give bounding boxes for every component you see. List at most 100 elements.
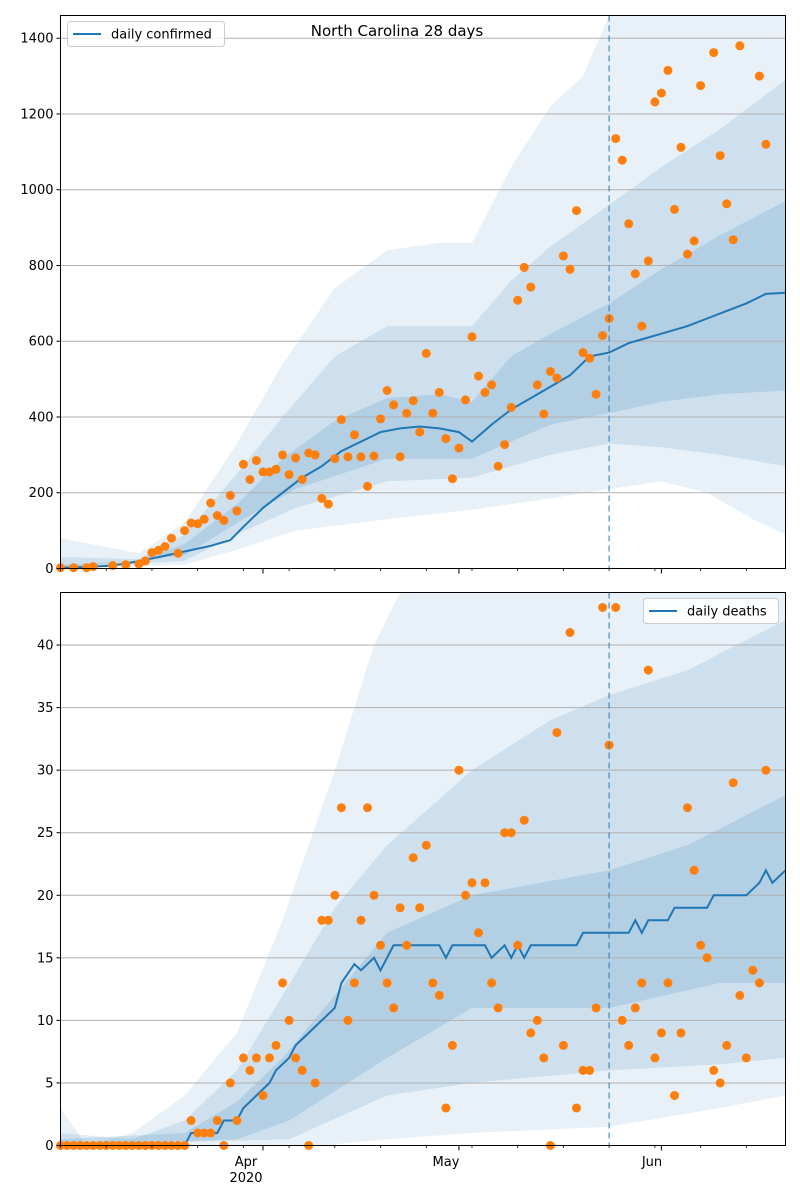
observed-point <box>389 1003 399 1013</box>
observed-point <box>180 526 190 536</box>
y-tick-label: 30 <box>37 764 54 779</box>
x-year-label: 2020 <box>229 1171 262 1186</box>
observed-point <box>421 840 431 850</box>
observed-point <box>389 400 399 410</box>
observed-point <box>643 665 653 675</box>
observed-point <box>578 348 588 358</box>
observed-point <box>428 978 438 988</box>
observed-point <box>349 978 359 988</box>
deaths-legend: daily deaths <box>643 598 779 624</box>
observed-point <box>154 545 163 555</box>
observed-point <box>643 256 653 266</box>
observed-point <box>421 348 431 358</box>
observed-point <box>212 1116 222 1125</box>
observed-point <box>513 295 523 305</box>
observed-point <box>558 1040 568 1050</box>
observed-point <box>709 1065 719 1075</box>
observed-point <box>238 459 248 469</box>
observed-point <box>676 1028 686 1038</box>
observed-point <box>689 865 699 875</box>
x-tick-label-may: May <box>433 1155 460 1170</box>
observed-point <box>297 475 307 484</box>
observed-point <box>88 562 98 572</box>
observed-point <box>441 434 451 444</box>
observed-point <box>363 803 372 813</box>
confirmed-panel: 0 200 400 600 800 1000 1200 1400 North Carolina… <box>20 15 786 577</box>
y-tick-label: 35 <box>37 701 54 716</box>
observed-point <box>140 556 150 566</box>
observed-point <box>382 386 392 395</box>
observed-point <box>728 235 738 245</box>
observed-point <box>754 71 764 81</box>
observed-point <box>284 1015 294 1025</box>
observed-point <box>689 236 699 246</box>
observed-point <box>232 506 242 516</box>
deaths-y-axis: 0 5 10 15 20 25 30 35 40 <box>37 639 61 1154</box>
model-median-line <box>60 291 786 569</box>
observed-point <box>428 408 438 418</box>
observed-point <box>395 452 405 462</box>
observed-point <box>238 1053 248 1063</box>
observed-point <box>323 499 333 509</box>
observed-point <box>199 514 209 524</box>
observed-point <box>376 940 385 950</box>
observed-point <box>611 603 621 612</box>
observed-point <box>232 1116 242 1125</box>
observed-point <box>467 332 477 342</box>
observed-point <box>251 456 261 466</box>
observed-point <box>532 1015 542 1025</box>
observed-point <box>683 249 692 259</box>
y-tick-label: 0 <box>45 1139 53 1154</box>
observed-point <box>160 542 170 551</box>
observed-point <box>447 474 457 484</box>
observed-point <box>219 515 229 525</box>
observed-point <box>487 978 497 988</box>
observed-point <box>591 1003 601 1013</box>
observed-point <box>741 1053 751 1063</box>
observed-point <box>539 1053 549 1063</box>
y-tick-label: 1000 <box>20 183 53 198</box>
x-tick-label-jun: Jun <box>641 1155 662 1170</box>
observed-point <box>598 603 608 612</box>
observed-point <box>715 151 725 161</box>
observed-point <box>735 41 745 51</box>
observed-point <box>545 367 555 376</box>
observed-point <box>630 269 640 279</box>
confirmed-y-axis: 0 200 400 600 800 1000 1200 1400 <box>20 32 61 577</box>
chart-title: North Carolina 28 days <box>311 22 484 40</box>
observed-point <box>447 1040 457 1050</box>
observed-point <box>69 563 79 573</box>
observed-point <box>506 828 516 838</box>
y-tick-label: 5 <box>45 1076 53 1091</box>
confirmed-legend-box <box>67 21 225 47</box>
observed-point <box>761 765 771 775</box>
observed-point <box>434 990 444 1000</box>
observed-point <box>193 1128 203 1138</box>
observed-point <box>369 451 379 461</box>
confirmed-axes-frame <box>60 15 786 569</box>
observed-point <box>500 440 510 450</box>
observed-point <box>376 414 385 424</box>
observed-point <box>356 452 366 462</box>
confirmed-x-ticks <box>60 568 747 574</box>
deaths-legend-box <box>643 598 779 624</box>
y-tick-label: 15 <box>37 951 54 966</box>
observed-point <box>173 548 183 558</box>
observed-point <box>454 443 464 453</box>
observed-point <box>663 978 673 988</box>
observed-point <box>500 828 510 838</box>
deaths-model-line <box>60 868 787 1147</box>
observed-point <box>656 1028 666 1038</box>
observed-point <box>617 155 627 165</box>
observed-point <box>611 134 621 144</box>
observed-point <box>617 1015 627 1025</box>
y-tick-label: 400 <box>29 410 54 425</box>
observed-point <box>598 331 608 341</box>
y-tick-label: 25 <box>37 826 54 841</box>
observed-point <box>702 953 712 963</box>
observed-point <box>291 1053 301 1063</box>
observed-point <box>225 1078 235 1088</box>
observed-point <box>513 940 523 950</box>
observed-point <box>278 978 288 988</box>
observed-point <box>245 1065 255 1075</box>
